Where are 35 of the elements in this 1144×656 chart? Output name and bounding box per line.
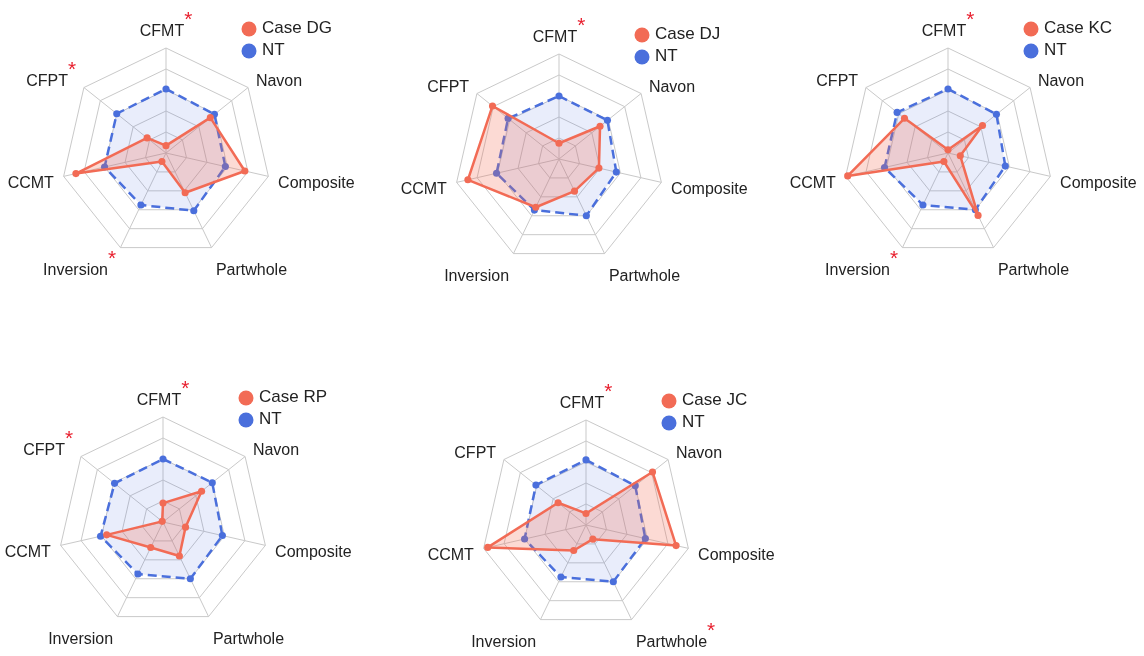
spoke-label: Navon bbox=[255, 71, 303, 89]
spoke-label: Inversion bbox=[444, 266, 510, 284]
spoke-label: Partwhole bbox=[997, 260, 1070, 278]
spoke-label: Navon bbox=[648, 77, 696, 95]
spoke-label: Navon bbox=[1037, 71, 1085, 89]
spoke-label: Partwhole bbox=[215, 260, 288, 278]
spoke-label: CFPT bbox=[427, 77, 470, 95]
legend-label: NT bbox=[682, 412, 705, 432]
spoke-label: Composite bbox=[698, 546, 775, 564]
spoke-label: Navon bbox=[675, 443, 723, 461]
legend-label: NT bbox=[1044, 40, 1067, 60]
legend-label: Case KC bbox=[1044, 18, 1113, 38]
spoke-label: CCMT bbox=[4, 543, 52, 561]
legend-label: Case DG bbox=[262, 18, 332, 38]
spoke-label: CFPT bbox=[454, 443, 497, 461]
spoke-label: Partwhole bbox=[608, 266, 681, 284]
legend-label: Case DJ bbox=[655, 24, 721, 44]
spoke-label: CCMT bbox=[789, 174, 837, 192]
spoke-label: Inversion bbox=[471, 632, 537, 650]
spoke-label: Composite bbox=[275, 543, 352, 561]
spoke-label: CCMT bbox=[400, 180, 448, 198]
legend-label: NT bbox=[655, 46, 678, 66]
legend-label: Case JC bbox=[682, 390, 748, 410]
legend-label: NT bbox=[259, 409, 282, 429]
spoke-label: CCMT bbox=[427, 546, 475, 564]
legend-label: Case RP bbox=[259, 387, 328, 407]
spoke-label: Composite bbox=[671, 180, 748, 198]
spoke-label: Composite bbox=[1060, 174, 1137, 192]
legend-label: NT bbox=[262, 40, 285, 60]
spoke-label: Navon bbox=[252, 440, 300, 458]
spoke-label: Inversion bbox=[48, 629, 114, 647]
spoke-label: Partwhole bbox=[212, 629, 285, 647]
spoke-label: CFPT bbox=[816, 71, 859, 89]
spoke-label: Composite bbox=[278, 174, 355, 192]
spoke-label: CCMT bbox=[7, 174, 55, 192]
